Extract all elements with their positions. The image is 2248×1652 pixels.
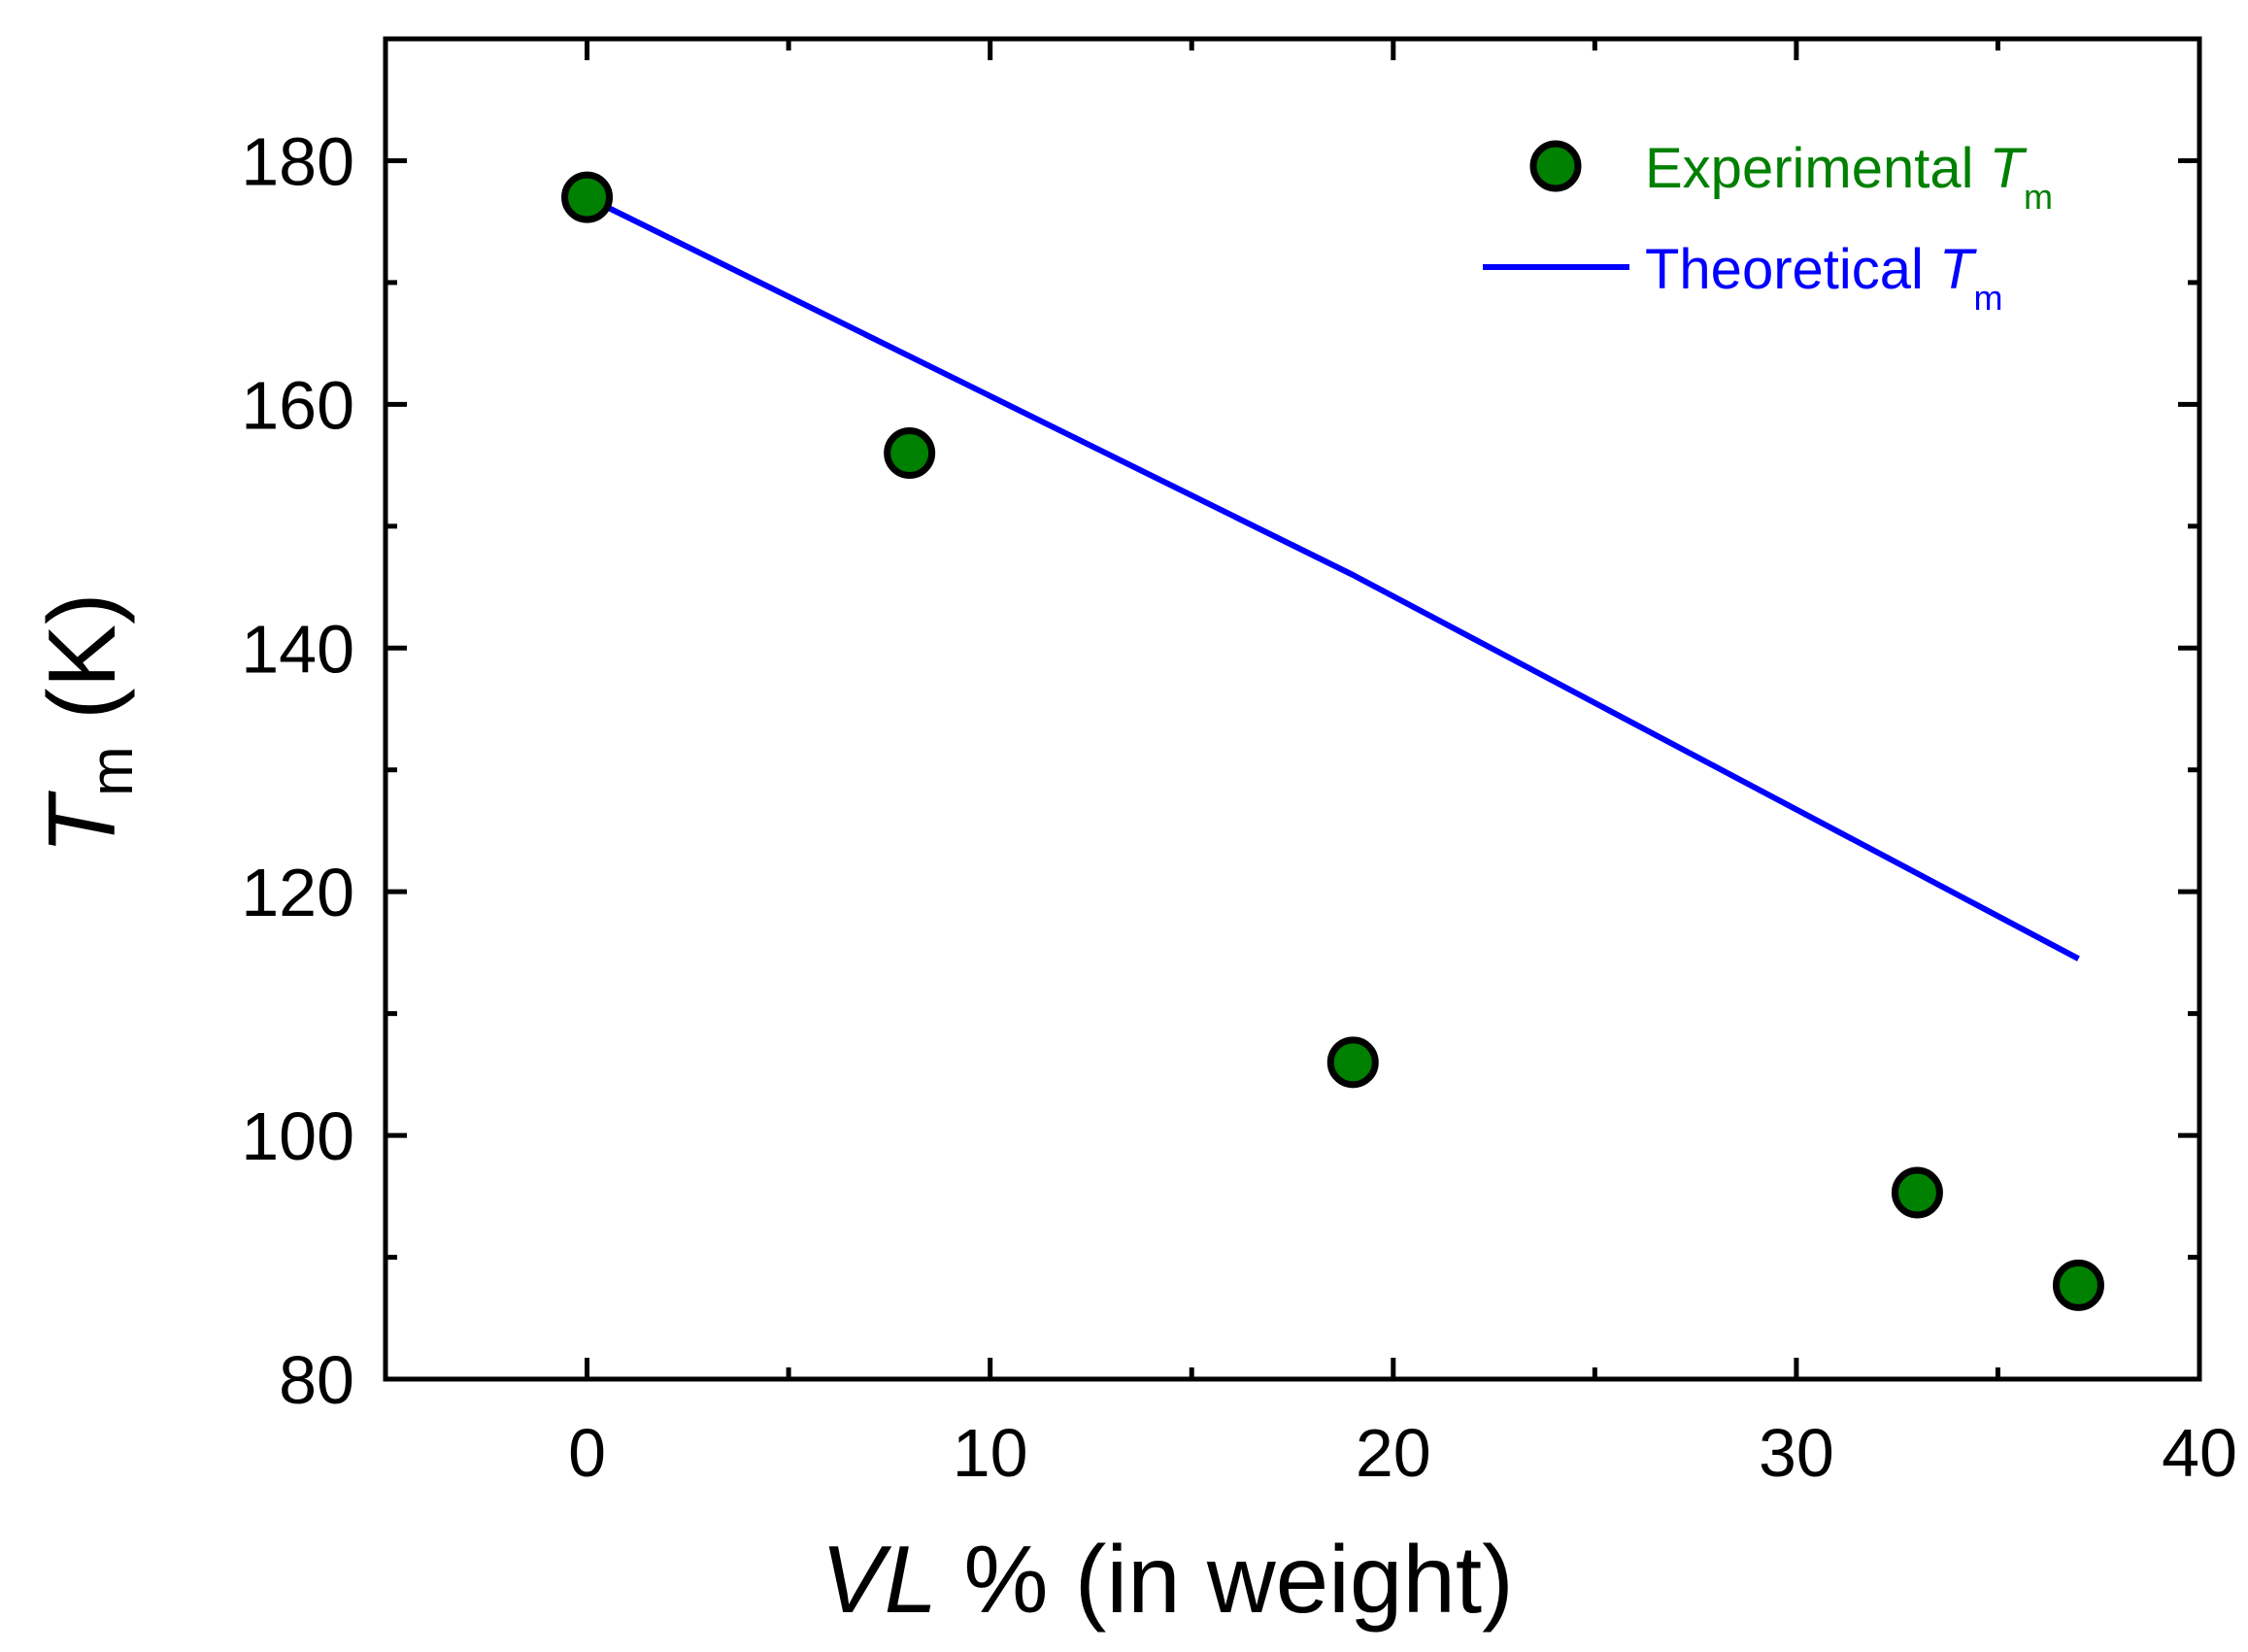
x-tick-label: 30: [1759, 1415, 1834, 1491]
y-tick-label: 120: [241, 855, 354, 930]
legend: Experimental Tm Theoretical Tm: [1483, 137, 2053, 318]
y-axis-symbol: T: [28, 791, 135, 855]
y-tick-label: 80: [279, 1342, 354, 1418]
series-line-theoretical: [586, 194, 2080, 961]
legend-label-experimental-symbol: T: [1990, 137, 2028, 200]
data-point-experimental: [1891, 1166, 1943, 1219]
x-tick-label: 0: [568, 1415, 606, 1491]
legend-label-experimental-text: Experimental: [1645, 137, 1990, 200]
x-axis-title: VL % (in weight): [821, 1526, 1514, 1633]
plot-area: [561, 171, 2104, 1311]
y-axis-subscript: m: [79, 746, 146, 796]
y-axis-title: Tm (K): [28, 592, 146, 854]
plot-frame: [383, 36, 2202, 1382]
legend-label-theoretical-text: Theoretical: [1645, 238, 1939, 301]
y-tick-label: 180: [241, 123, 354, 199]
legend-label-theoretical-sub: m: [1973, 278, 2002, 318]
x-axis-title-italic: VL: [821, 1526, 937, 1633]
legend-marker-experimental: [1529, 140, 1582, 192]
legend-label-theoretical-symbol: T: [1939, 238, 1977, 301]
axes: 0 10 20 30 40 80 100 120 140 160 180: [241, 36, 2237, 1491]
data-point-experimental: [884, 427, 936, 480]
x-tick-label: 20: [1356, 1415, 1431, 1491]
y-tick-label: 140: [241, 611, 354, 687]
data-point-experimental: [561, 171, 614, 223]
y-tick-label: 160: [241, 367, 354, 443]
data-point-experimental: [1326, 1036, 1379, 1089]
legend-label-experimental-sub: m: [2024, 177, 2053, 217]
x-tick-label: 40: [2162, 1415, 2237, 1491]
x-axis-title-rest: % (in weight): [937, 1526, 1514, 1633]
y-tick-label: 100: [241, 1098, 354, 1174]
x-tick-label: 10: [953, 1415, 1028, 1491]
y-axis-unit: (K): [28, 592, 135, 746]
legend-label-experimental: Experimental Tm: [1645, 137, 2053, 217]
data-point-experimental: [2052, 1259, 2104, 1311]
legend-label-theoretical: Theoretical Tm: [1645, 238, 2002, 318]
